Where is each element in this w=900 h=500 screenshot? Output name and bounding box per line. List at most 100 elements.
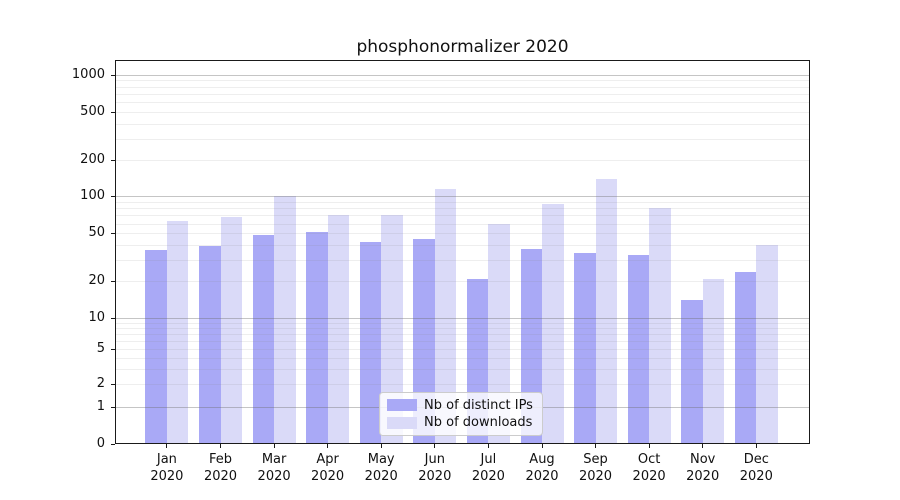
x-axis-month-name: Sep [583,452,608,467]
y-axis-tick-mark [111,318,115,320]
bar-downloads-nov [702,278,725,444]
gridline-major [115,74,810,76]
x-axis-year-label: 2020 [525,469,559,484]
x-axis-month-name: Feb [208,452,233,467]
gridline-minor [115,223,810,225]
x-axis-month-label: Dec 2020 [724,451,788,485]
x-axis-year-label: 2020 [364,469,398,484]
x-axis-year-label: 2020 [150,469,184,484]
y-axis-tick-mark [111,160,115,161]
x-axis-month-name: Jun [424,452,445,467]
legend-swatch-downloads [387,416,417,429]
x-axis-month-label: Oct 2020 [617,451,681,485]
x-axis-year-label: 2020 [311,469,345,484]
x-axis-tick-mark [166,444,168,448]
gridline-minor [115,93,810,95]
x-axis-month-label: Sep 2020 [564,451,628,485]
bar-distinct-ips-nov [681,300,703,444]
x-axis-month-label: Mar 2020 [242,451,306,485]
gridline-minor [115,138,810,140]
y-axis-tick-mark [111,349,115,350]
legend-swatch-distinct-ips [387,399,417,412]
y-axis-tick-label: 20 [88,273,105,288]
legend-item-distinct-ips: Nb of distinct IPs [387,398,535,413]
x-axis-year-label: 2020 [686,469,720,484]
bar-downloads-aug [542,204,564,444]
y-axis-tick-mark [111,281,115,282]
x-axis-tick-mark [541,444,543,448]
x-axis-year-label: 2020 [203,469,238,484]
x-axis-tick-mark [487,444,489,448]
x-axis-month-name: Jan [156,452,177,467]
x-axis-tick-mark [380,444,382,448]
x-axis-month-label: Jul 2020 [456,451,520,485]
x-axis-tick-mark [220,444,221,448]
y-axis-tick-label: 5 [96,341,105,356]
x-axis-month-label: Aug 2020 [510,451,574,485]
gridline-minor [115,86,810,88]
y-axis-tick-label: 10 [88,310,105,326]
gridline-major [115,196,810,197]
x-axis-year-label: 2020 [471,469,505,484]
bar-downloads-jan [166,220,189,444]
bar-distinct-ips-feb [199,246,221,444]
y-axis-tick-mark [111,111,115,113]
x-axis-month-label: Feb 2020 [189,451,253,485]
x-axis-year-label: 2020 [418,469,452,484]
x-axis-month-label: Apr 2020 [296,451,360,485]
gridline-minor [115,233,810,235]
y-axis-tick-label: 0 [96,435,105,451]
y-axis-tick-label: 100 [80,188,105,203]
x-axis-tick-mark [648,444,650,448]
bar-downloads-apr [327,215,350,444]
gridline-minor [115,160,810,161]
gridline-minor [115,102,810,103]
x-axis-month-name: Dec [743,452,769,467]
gridline-minor [115,208,810,209]
x-axis-month-name: Mar [261,452,287,467]
legend-label-distinct-ips: Nb of distinct IPs [424,397,533,413]
x-axis-tick-mark [273,444,275,448]
x-axis-month-label: May 2020 [349,451,413,485]
bar-distinct-ips-mar [252,235,275,444]
gridline-minor [115,80,810,82]
x-axis-month-name: Oct [637,452,661,467]
bar-distinct-ips-jan [145,250,167,444]
bar-downloads-feb [220,216,242,444]
x-axis-month-label: Nov 2020 [671,451,735,485]
x-axis-month-name: Aug [529,452,555,467]
bar-distinct-ips-may [359,242,382,444]
x-axis-tick-mark [702,444,704,448]
x-axis-month-label: Jan 2020 [135,451,199,485]
y-axis-tick-mark [111,406,115,408]
x-axis-year-label: 2020 [739,469,773,484]
bar-distinct-ips-apr [306,232,328,444]
bar-downloads-may [381,215,403,444]
bar-downloads-jul [488,223,510,444]
gridline-minor [115,123,810,125]
gridline-minor [115,215,810,217]
y-axis-tick-mark [111,384,115,386]
x-axis-year-label: 2020 [632,469,666,484]
gridline-minor [115,201,810,203]
y-axis-tick-label: 500 [80,103,105,119]
bar-distinct-ips-sep [574,253,596,444]
x-axis-tick-mark [755,444,757,448]
x-axis-tick-mark [595,444,596,448]
y-axis-tick-label: 1 [96,398,105,414]
y-axis-tick-mark [111,233,115,235]
x-axis-month-name: Nov [690,452,716,467]
gridline-minor [115,111,810,113]
x-axis-month-name: Jul [480,452,497,467]
legend: Nb of distinct IPs Nb of downloads [379,392,543,436]
chart-title: phosphonormalizer 2020 [356,37,569,57]
y-axis-tick-label: 2 [96,376,105,392]
x-axis-month-label: Jun 2020 [403,451,467,485]
y-axis-tick-label: 50 [88,225,105,241]
y-axis-tick-label: 200 [80,152,105,167]
x-axis-tick-mark [327,444,329,448]
bar-downloads-jun [434,189,457,444]
x-axis-year-label: 2020 [578,469,613,484]
y-axis-tick-mark [111,443,115,445]
bar-distinct-ips-dec [734,271,757,444]
